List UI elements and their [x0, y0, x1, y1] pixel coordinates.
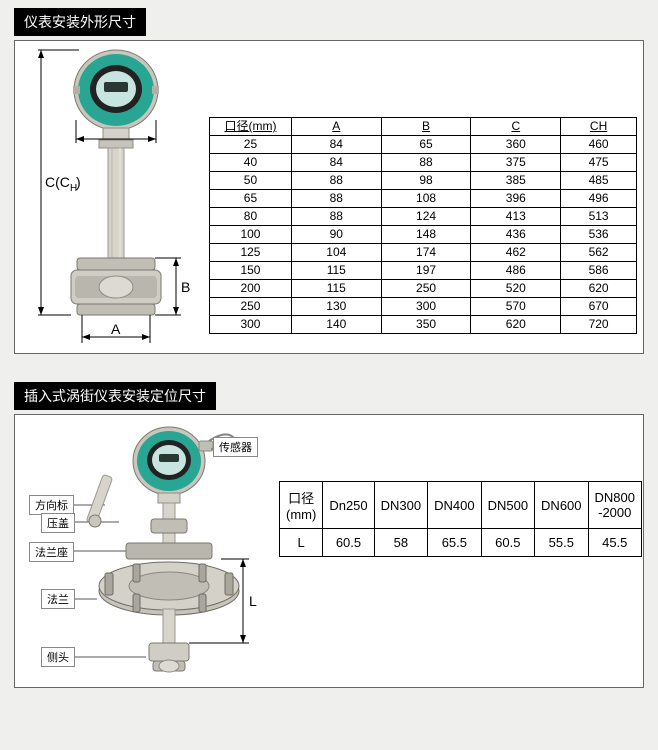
section2-box: L 传感器 方向标 压盖 法兰座 法兰 侧头 口径(mm) Dn250 DN30…: [14, 414, 644, 688]
table-row: 150115197486586: [210, 262, 637, 280]
svg-text:B: B: [181, 279, 190, 295]
callout-sensor: 传感器: [213, 437, 258, 457]
dimensions-table-2: 口径(mm) Dn250 DN300 DN400 DN500 DN600 DN8…: [279, 481, 642, 557]
svg-text:L: L: [249, 593, 257, 609]
table-header-row: 口径(mm) A B C CH: [210, 118, 637, 136]
table2-value-row: L 60.5 58 65.5 60.5 55.5 45.5: [280, 529, 642, 557]
table-row: 125104174462562: [210, 244, 637, 262]
callout-direction: 方向标: [29, 495, 74, 515]
table-row: 200115250520620: [210, 280, 637, 298]
callout-probe: 侧头: [41, 647, 75, 667]
table-row: 6588108396496: [210, 190, 637, 208]
dimensions-table-1: 口径(mm) A B C CH 258465360460408488375475…: [209, 117, 637, 334]
table2-header-row: 口径(mm) Dn250 DN300 DN400 DN500 DN600 DN8…: [280, 482, 642, 529]
section1-title: 仪表安装外形尺寸: [14, 8, 146, 36]
svg-text:A: A: [111, 321, 121, 337]
table-row: 10090148436536: [210, 226, 637, 244]
callout-gland: 压盖: [41, 513, 75, 533]
callout-flange-seat: 法兰座: [29, 542, 74, 562]
table-row: 408488375475: [210, 154, 637, 172]
table-row: 8088124413513: [210, 208, 637, 226]
table-row: 300140350620720: [210, 316, 637, 334]
section2-title: 插入式涡街仪表安装定位尺寸: [14, 382, 216, 410]
svg-text:): ): [76, 174, 81, 190]
dimension-diagram-1: C(C H ) B A: [21, 47, 201, 347]
section1-box: C(C H ) B A 口径(mm) A B C CH: [14, 40, 644, 354]
table-row: 250130300570670: [210, 298, 637, 316]
table-row: 258465360460: [210, 136, 637, 154]
svg-text:C(C: C(C: [45, 174, 70, 190]
callout-flange: 法兰: [41, 589, 75, 609]
table-row: 508898385485: [210, 172, 637, 190]
